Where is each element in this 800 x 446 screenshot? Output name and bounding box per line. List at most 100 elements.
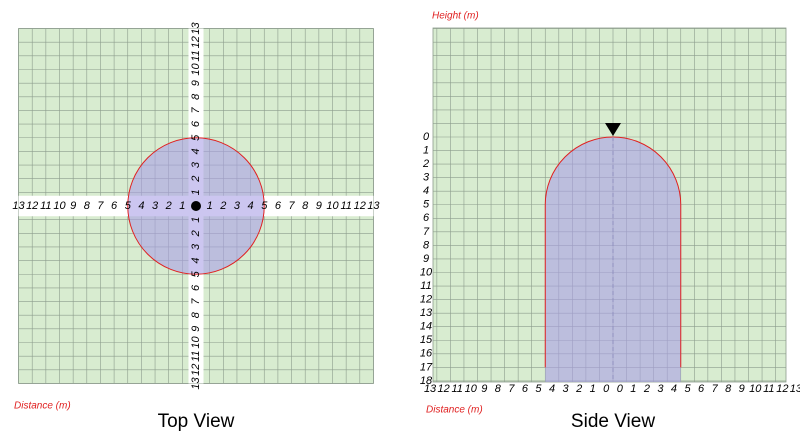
tick-label: 8 bbox=[302, 200, 309, 212]
top-view: 1111222233334444555566667777888899991010… bbox=[12, 22, 380, 390]
tick-label: 9 bbox=[316, 200, 322, 212]
distance-tick-label: 11 bbox=[451, 383, 462, 395]
tick-label: 7 bbox=[190, 298, 202, 305]
tick-label: 3 bbox=[234, 200, 241, 212]
tick-label: 1 bbox=[207, 200, 213, 212]
height-tick-label: 7 bbox=[423, 226, 430, 238]
tick-label: 2 bbox=[219, 200, 226, 212]
tick-label: 2 bbox=[190, 176, 202, 183]
distance-tick-label: 6 bbox=[698, 383, 705, 395]
tick-label: 11 bbox=[40, 200, 51, 212]
tick-label: 7 bbox=[288, 200, 295, 212]
tick-label: 9 bbox=[70, 200, 76, 212]
tick-label: 12 bbox=[354, 200, 366, 212]
tick-label: 13 bbox=[367, 200, 380, 212]
distance-tick-label: 0 bbox=[603, 383, 610, 395]
tick-label: 10 bbox=[190, 336, 202, 349]
sensor-dot bbox=[191, 201, 201, 211]
distance-tick-label: 12 bbox=[776, 383, 788, 395]
distance-tick-label: 0 bbox=[617, 383, 624, 395]
view-title: Top View bbox=[158, 411, 235, 432]
tick-label: 2 bbox=[190, 230, 202, 237]
tick-label: 5 bbox=[261, 200, 268, 212]
distance-tick-label: 4 bbox=[549, 383, 555, 395]
height-tick-label: 18 bbox=[420, 375, 433, 387]
distance-tick-label: 13 bbox=[790, 383, 800, 395]
tick-label: 12 bbox=[26, 200, 38, 212]
tick-label: 11 bbox=[190, 350, 202, 361]
height-tick-label: 13 bbox=[420, 307, 433, 319]
height-tick-label: 5 bbox=[423, 199, 430, 211]
tick-label: 13 bbox=[190, 376, 202, 389]
tick-label: 10 bbox=[190, 63, 202, 76]
distance-tick-label: 7 bbox=[508, 383, 515, 395]
tick-label: 8 bbox=[190, 93, 202, 100]
height-tick-label: 8 bbox=[423, 239, 430, 251]
height-tick-label: 15 bbox=[420, 334, 433, 346]
tick-label: 10 bbox=[53, 200, 66, 212]
height-tick-label: 14 bbox=[420, 321, 432, 333]
tick-label: 4 bbox=[248, 200, 254, 212]
tick-label: 13 bbox=[12, 200, 25, 212]
tick-label: 4 bbox=[190, 258, 202, 264]
axis-label: Distance (m) bbox=[14, 401, 71, 412]
distance-tick-label: 12 bbox=[438, 383, 450, 395]
view-title: Side View bbox=[571, 411, 655, 432]
height-tick-label: 3 bbox=[423, 172, 430, 184]
distance-tick-label: 8 bbox=[725, 383, 732, 395]
tick-label: 1 bbox=[190, 189, 202, 195]
tick-label: 6 bbox=[190, 120, 202, 127]
tick-label: 8 bbox=[84, 200, 91, 212]
height-tick-label: 10 bbox=[420, 266, 433, 278]
height-tick-label: 12 bbox=[420, 294, 432, 306]
height-tick-label: 9 bbox=[423, 253, 429, 265]
distance-tick-label: 8 bbox=[495, 383, 502, 395]
distance-tick-label: 6 bbox=[522, 383, 529, 395]
axis-label: Height (m) bbox=[432, 11, 479, 22]
tick-label: 5 bbox=[125, 200, 132, 212]
tick-label: 11 bbox=[190, 50, 202, 61]
tick-label: 7 bbox=[97, 200, 104, 212]
tick-label: 3 bbox=[152, 200, 159, 212]
distance-tick-label: 10 bbox=[465, 383, 478, 395]
distance-tick-label: 4 bbox=[671, 383, 677, 395]
tick-label: 4 bbox=[138, 200, 144, 212]
distance-tick-label: 1 bbox=[590, 383, 596, 395]
height-tick-label: 11 bbox=[420, 280, 431, 292]
tick-label: 2 bbox=[165, 200, 172, 212]
tick-label: 6 bbox=[190, 284, 202, 291]
distance-tick-label: 9 bbox=[481, 383, 487, 395]
height-tick-label: 1 bbox=[423, 144, 429, 156]
distance-tick-label: 3 bbox=[563, 383, 570, 395]
height-tick-label: 4 bbox=[423, 185, 429, 197]
distance-tick-label: 5 bbox=[535, 383, 542, 395]
distance-tick-label: 11 bbox=[763, 383, 774, 395]
tick-label: 12 bbox=[190, 364, 202, 376]
distance-tick-label: 3 bbox=[657, 383, 664, 395]
tick-label: 6 bbox=[111, 200, 118, 212]
height-tick-label: 17 bbox=[420, 361, 433, 373]
height-tick-label: 6 bbox=[423, 212, 430, 224]
tick-label: 1 bbox=[179, 200, 185, 212]
tick-label: 10 bbox=[326, 200, 339, 212]
distance-tick-label: 9 bbox=[739, 383, 745, 395]
tick-label: 4 bbox=[190, 148, 202, 154]
axis-label: Distance (m) bbox=[426, 405, 483, 416]
tick-label: 5 bbox=[190, 270, 202, 277]
tick-label: 9 bbox=[190, 80, 202, 86]
height-tick-label: 2 bbox=[422, 158, 429, 170]
tick-label: 6 bbox=[275, 200, 282, 212]
tick-label: 1 bbox=[190, 217, 202, 223]
distance-tick-label: 13 bbox=[424, 383, 437, 395]
height-tick-label: 0 bbox=[423, 131, 430, 143]
distance-tick-label: 7 bbox=[712, 383, 719, 395]
tick-label: 3 bbox=[190, 161, 202, 168]
tick-label: 13 bbox=[190, 22, 202, 35]
distance-tick-label: 5 bbox=[684, 383, 691, 395]
tick-label: 5 bbox=[190, 134, 202, 141]
tick-label: 11 bbox=[340, 200, 351, 212]
tick-label: 8 bbox=[190, 311, 202, 318]
tick-label: 12 bbox=[190, 36, 202, 48]
